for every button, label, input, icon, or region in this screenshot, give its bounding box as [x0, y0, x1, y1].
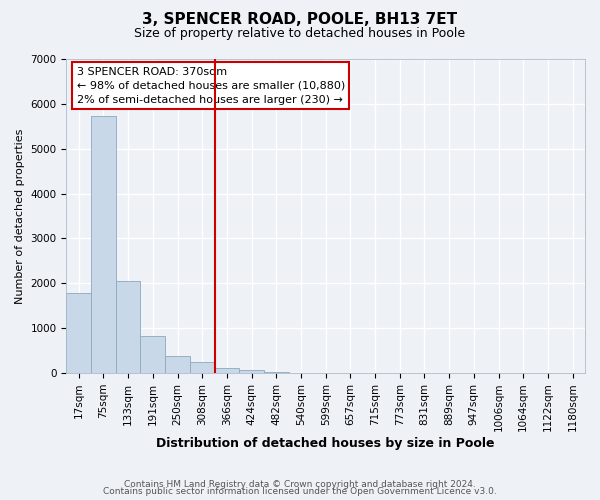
Bar	[67, 293, 91, 373]
Text: Contains HM Land Registry data © Crown copyright and database right 2024.: Contains HM Land Registry data © Crown c…	[124, 480, 476, 489]
X-axis label: Distribution of detached houses by size in Poole: Distribution of detached houses by size …	[157, 437, 495, 450]
Bar	[91, 116, 116, 373]
Text: 3, SPENCER ROAD, POOLE, BH13 7ET: 3, SPENCER ROAD, POOLE, BH13 7ET	[142, 12, 458, 28]
Bar	[116, 281, 140, 373]
Text: 3 SPENCER ROAD: 370sqm
← 98% of detached houses are smaller (10,880)
2% of semi-: 3 SPENCER ROAD: 370sqm ← 98% of detached…	[77, 67, 345, 105]
Y-axis label: Number of detached properties: Number of detached properties	[15, 128, 25, 304]
Text: Size of property relative to detached houses in Poole: Size of property relative to detached ho…	[134, 28, 466, 40]
Bar	[165, 356, 190, 373]
Bar	[239, 370, 264, 373]
Bar	[190, 362, 215, 373]
Bar	[140, 336, 165, 373]
Bar	[264, 372, 289, 373]
Text: Contains public sector information licensed under the Open Government Licence v3: Contains public sector information licen…	[103, 487, 497, 496]
Bar	[215, 368, 239, 373]
